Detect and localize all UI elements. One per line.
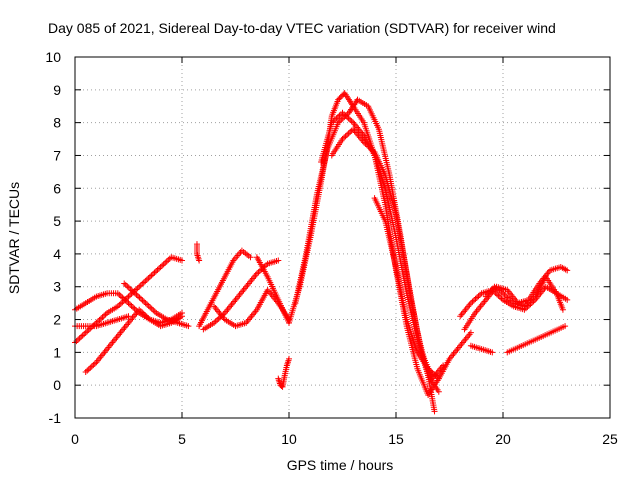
data-point bbox=[179, 257, 185, 264]
data-point bbox=[196, 257, 203, 264]
data-point bbox=[431, 408, 438, 415]
data-point bbox=[489, 349, 496, 356]
data-point bbox=[435, 388, 442, 395]
data-point bbox=[564, 296, 571, 303]
y-axis-label: SDTVAR / TECUs bbox=[6, 182, 22, 294]
y-tick-label: 0 bbox=[53, 377, 61, 393]
data-point bbox=[278, 383, 285, 390]
data-point bbox=[562, 323, 569, 330]
tick-labels: 0 5 10 15 20 25 -1 0 1 2 3 4 5 6 7 8 9 10 bbox=[45, 49, 618, 447]
data-point bbox=[185, 323, 192, 330]
data-point bbox=[440, 362, 447, 369]
data-point bbox=[335, 96, 342, 103]
data-point bbox=[179, 313, 185, 320]
plot-points bbox=[72, 90, 571, 415]
chart-title: Day 085 of 2021, Sidereal Day-to-day VTE… bbox=[48, 20, 556, 36]
data-point bbox=[564, 267, 571, 274]
data-point bbox=[435, 375, 442, 382]
data-point bbox=[467, 329, 474, 336]
plot-frame bbox=[74, 56, 611, 419]
y-tick-label: -1 bbox=[49, 410, 62, 426]
y-tick-label: 10 bbox=[45, 49, 61, 65]
x-tick-label: 10 bbox=[281, 431, 297, 447]
data-point bbox=[125, 313, 132, 320]
data-point bbox=[336, 95, 343, 102]
x-tick-label: 20 bbox=[495, 431, 511, 447]
data-point bbox=[286, 355, 292, 362]
x-tick-label: 25 bbox=[602, 431, 618, 447]
y-tick-label: 1 bbox=[53, 344, 61, 360]
data-point bbox=[339, 92, 346, 99]
data-point bbox=[559, 306, 566, 313]
x-tick-label: 15 bbox=[388, 431, 404, 447]
y-tick-label: 4 bbox=[53, 246, 61, 262]
y-tick-label: 6 bbox=[53, 180, 61, 196]
x-axis-label: GPS time / hours bbox=[287, 457, 394, 473]
y-tick-label: 7 bbox=[53, 147, 61, 163]
data-point bbox=[247, 254, 254, 261]
y-tick-label: 3 bbox=[53, 279, 61, 295]
x-tick-label: 0 bbox=[71, 431, 79, 447]
data-point bbox=[275, 257, 282, 264]
data-point bbox=[337, 94, 344, 101]
y-tick-label: 9 bbox=[53, 82, 61, 98]
x-tick-label: 5 bbox=[178, 431, 186, 447]
y-tick-label: 8 bbox=[53, 115, 61, 131]
y-tick-label: 2 bbox=[53, 312, 61, 328]
y-tick-label: 5 bbox=[53, 213, 61, 229]
